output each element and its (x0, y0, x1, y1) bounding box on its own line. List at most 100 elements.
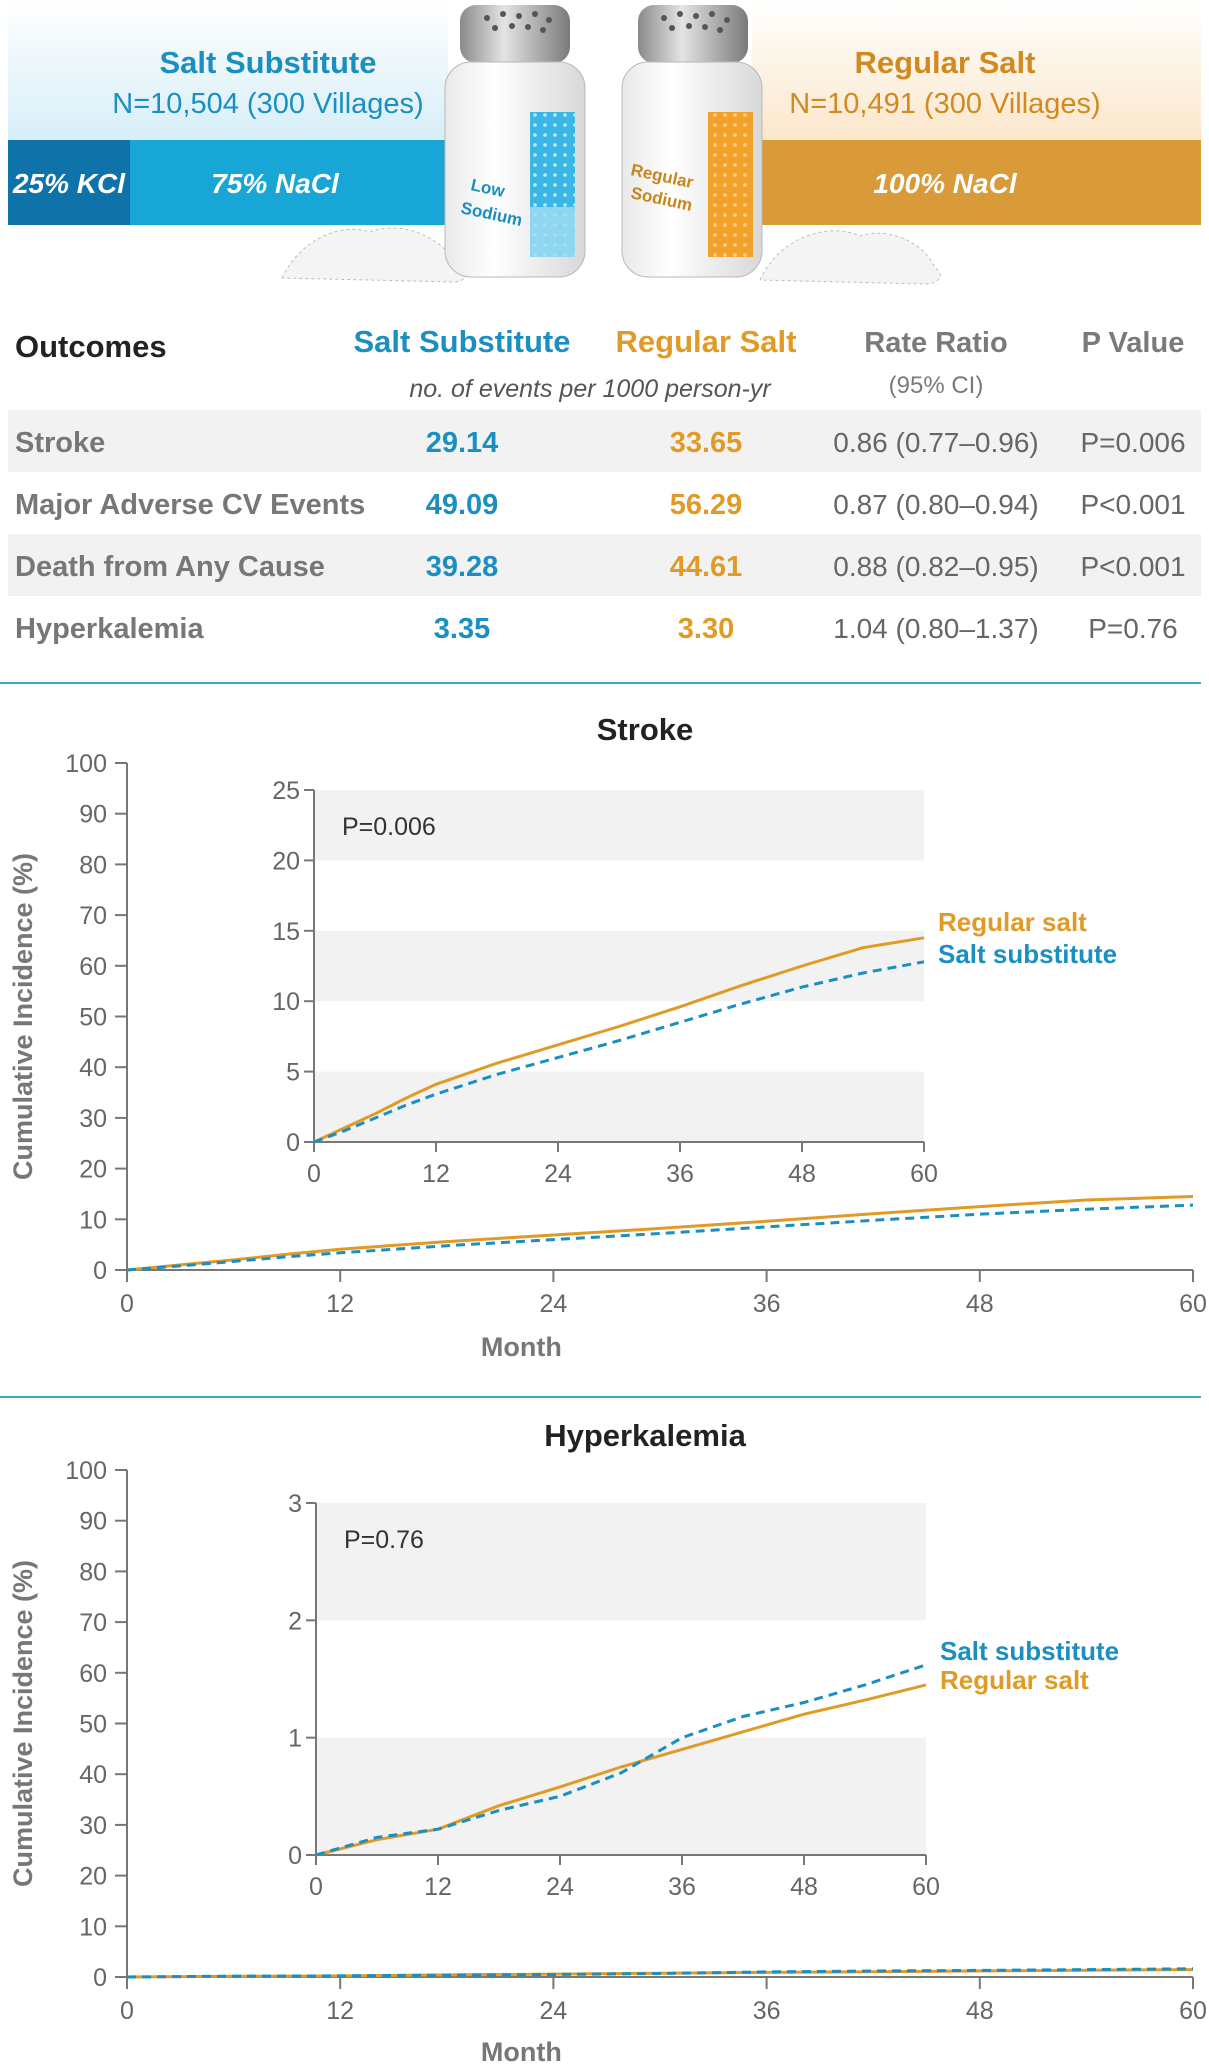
inset-band (316, 1737, 926, 1855)
table-row-bg (8, 534, 1201, 596)
kcl-label: 25% KCl (12, 168, 126, 199)
inset-series-line-salt-substitute (313, 960, 925, 1144)
y-tick-label: 30 (79, 1105, 107, 1133)
x-tick-label: 0 (120, 1290, 134, 1318)
x-tick-label: 24 (539, 1290, 567, 1318)
x-tick-label: 48 (966, 1290, 994, 1318)
y-tick-label: 10 (79, 1206, 107, 1234)
row-p-value: P=0.006 (1080, 427, 1185, 458)
salt-shaker-low-sodium-icon: Low Sodium (444, 5, 586, 278)
row-rate-ratio: 0.87 (0.80–0.94) (833, 489, 1039, 520)
inset-series-line-regular-salt (313, 936, 925, 1144)
y-tick-label: 50 (79, 1004, 107, 1032)
substitute-title: Salt Substitute (159, 45, 376, 80)
inset-x-tick-label: 60 (910, 1160, 938, 1188)
x-tick-label: 0 (120, 1997, 134, 2025)
inset-x-tick-label: 0 (309, 1873, 323, 1901)
row-outcome: Hyperkalemia (15, 613, 204, 645)
inset-band (316, 1503, 926, 1621)
row-substitute-rate: 49.09 (426, 489, 499, 521)
x-tick-label: 60 (1179, 1997, 1207, 2025)
row-p-value: P<0.001 (1080, 551, 1185, 582)
y-tick-label: 20 (79, 1156, 107, 1184)
y-tick-label: 70 (79, 1609, 107, 1637)
y-tick-label: 0 (93, 1964, 107, 1992)
x-tick-label: 60 (1179, 1290, 1207, 1318)
col-header-ratio: Rate Ratio (864, 327, 1007, 359)
y-tick-label: 100 (65, 750, 107, 778)
inset-y-tick-label: 0 (288, 1842, 302, 1870)
row-substitute-rate: 3.35 (434, 613, 490, 645)
inset-band (314, 930, 924, 1002)
outcomes-table: Outcomes Salt Substitute Regular Salt Ra… (8, 324, 1201, 645)
y-tick-label: 40 (79, 1054, 107, 1082)
row-outcome: Major Adverse CV Events (15, 489, 365, 521)
salt-shaker-regular-sodium-icon: Regular Sodium (621, 5, 763, 278)
inset-x-tick-label: 48 (788, 1160, 816, 1188)
row-rate-ratio: 1.04 (0.80–1.37) (833, 613, 1039, 644)
row-rate-ratio: 0.88 (0.82–0.95) (833, 551, 1039, 582)
col-header-regular: Regular Salt (616, 324, 797, 359)
row-substitute-rate: 39.28 (426, 551, 499, 583)
p-value-annotation: P=0.006 (342, 813, 436, 841)
row-regular-rate: 56.29 (670, 489, 743, 521)
y-axis-label: Cumulative Incidence (%) (8, 853, 38, 1180)
substitute-n: N=10,504 (300 Villages) (112, 88, 423, 120)
regular-n: N=10,491 (300 Villages) (789, 88, 1100, 120)
substitute-header-bg (8, 0, 448, 140)
y-tick-label: 40 (79, 1761, 107, 1789)
salt-pile-icon (281, 227, 467, 283)
y-tick-label: 20 (79, 1863, 107, 1891)
series-label: Regular salt (940, 1665, 1089, 1695)
y-tick-label: 30 (79, 1812, 107, 1840)
row-substitute-rate: 29.14 (426, 427, 499, 459)
y-tick-label: 10 (79, 1913, 107, 1941)
y-tick-label: 80 (79, 851, 107, 879)
table-rows: Stroke 29.14 33.65 0.86 (0.77–0.96) P=0.006 M… (8, 410, 1201, 645)
nacl-label-regular: 100% NaCl (873, 168, 1017, 199)
inset-series-line-regular-salt (315, 1683, 927, 1857)
regular-header-bg (752, 0, 1201, 140)
y-tick-label: 90 (79, 1508, 107, 1536)
inset-x-tick-label: 12 (424, 1873, 452, 1901)
inset-series-line-salt-substitute (315, 1663, 927, 1857)
inset-y-tick-label: 5 (286, 1059, 300, 1087)
col-header-substitute: Salt Substitute (353, 324, 570, 359)
inset-y-tick-label: 15 (272, 918, 300, 946)
kcl-band (8, 140, 130, 225)
chart-title: Hyperkalemia (544, 1418, 746, 1453)
header: Salt Substitute N=10,504 (300 Villages) … (8, 0, 1201, 285)
x-tick-label: 24 (539, 1997, 567, 2025)
y-tick-label: 100 (65, 1457, 107, 1485)
x-tick-label: 12 (326, 1290, 354, 1318)
inset-x-tick-label: 60 (912, 1873, 940, 1901)
units-note: no. of events per 1000 person-yr (409, 375, 772, 403)
inset-x-tick-label: 12 (422, 1160, 450, 1188)
row-regular-rate: 3.30 (678, 613, 734, 645)
inset-y-tick-label: 1 (288, 1725, 302, 1753)
inset-y-tick-label: 0 (286, 1129, 300, 1157)
y-tick-label: 0 (93, 1257, 107, 1285)
y-tick-label: 80 (79, 1558, 107, 1586)
salt-pile-icon (759, 230, 941, 285)
inset-y-tick-label: 20 (272, 847, 300, 875)
inset-x-tick-label: 48 (790, 1873, 818, 1901)
chart-title: Stroke (597, 712, 693, 747)
inset-band (314, 1071, 924, 1142)
inset-x-tick-label: 36 (668, 1873, 696, 1901)
inset-y-tick-label: 25 (272, 777, 300, 805)
series-label: Regular salt (938, 907, 1087, 937)
nacl-band-substitute (130, 140, 448, 225)
row-outcome: Stroke (15, 427, 105, 459)
x-tick-label: 12 (326, 1997, 354, 2025)
inset-x-tick-label: 24 (544, 1160, 572, 1188)
series-line-salt-substitute (126, 1967, 1194, 1979)
series-line-regular-salt (126, 1195, 1194, 1272)
series-label: Salt substitute (940, 1636, 1119, 1666)
inset-y-tick-label: 10 (272, 988, 300, 1016)
p-value-annotation: P=0.76 (344, 1526, 424, 1554)
regular-title: Regular Salt (855, 45, 1036, 80)
x-axis-label: Month (481, 1332, 562, 1362)
